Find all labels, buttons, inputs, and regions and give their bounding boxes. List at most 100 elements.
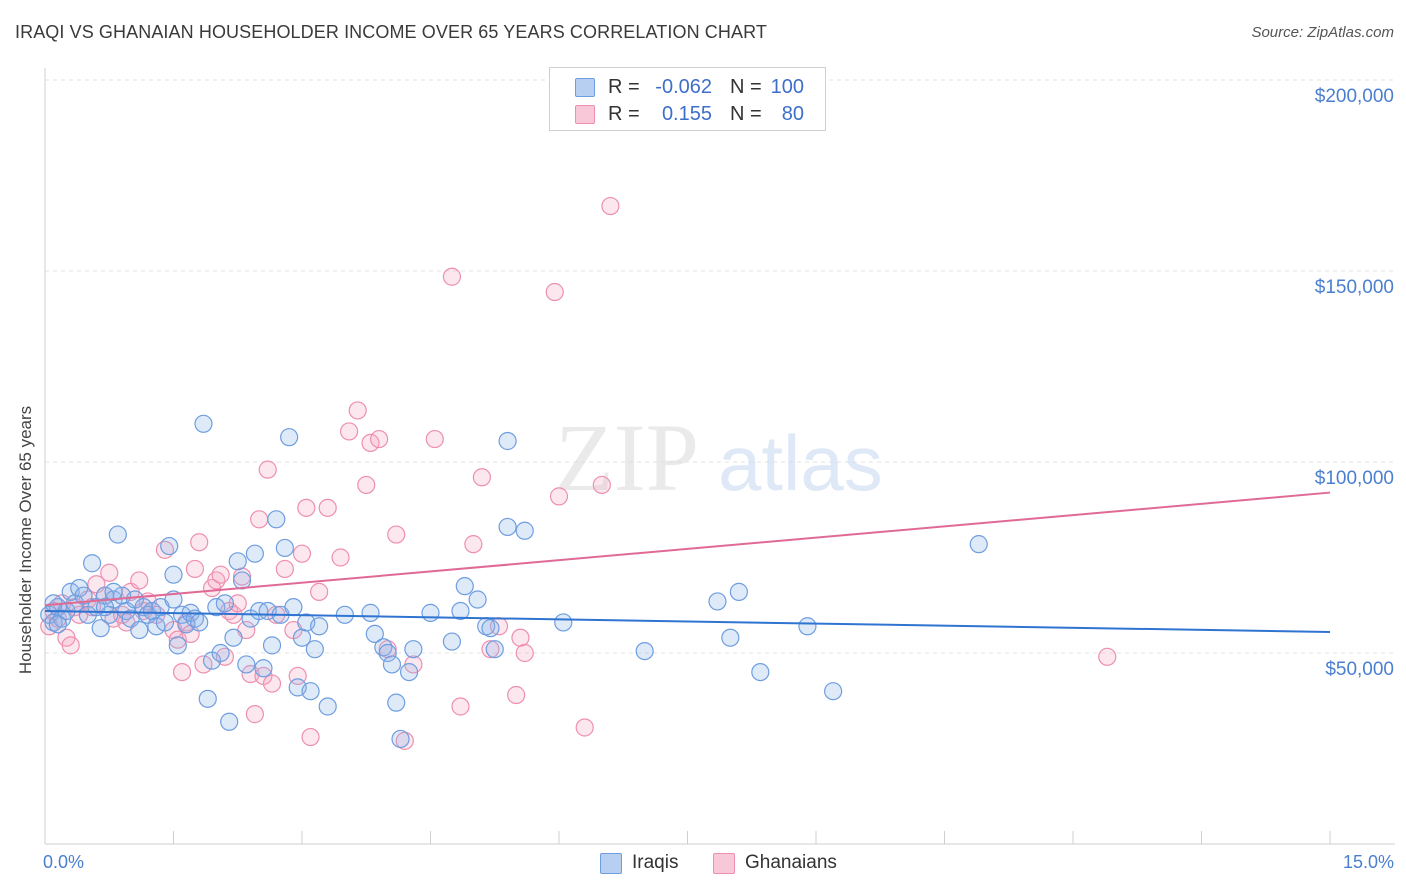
iraqis-point [147,617,166,636]
iraqis-point [207,598,226,617]
ghanaians-trend-line [44,491,1331,607]
iraqis-point [130,620,149,640]
iraqis-point [237,655,256,674]
iraqis-point [824,682,843,701]
ghanaians-point [425,429,444,449]
ghanaians-point [340,422,359,441]
axes [44,68,1395,845]
iraqis-point [301,682,320,701]
y-axis-label: Householder Income Over 65 years [16,405,35,675]
iraqis-point [198,689,217,708]
iraqis-point [365,624,384,644]
ghanaians-point [292,544,312,563]
ghanaians-point [370,429,389,449]
ghanaians-point [100,563,119,582]
ghanaians-point [245,705,264,724]
iraqis-point [481,619,500,638]
iraqis-point [211,643,230,663]
chart-title: IRAQI VS GHANAIAN HOUSEHOLDER INCOME OVE… [15,22,767,42]
iraqis-point [729,582,749,601]
iraqis-point [498,431,517,451]
ghanaians-point [507,685,526,705]
iraqis-point [468,590,487,609]
ghanaians-point [262,674,282,693]
iraqis-point [442,632,462,651]
y-axis-label-wrap: Householder Income Over 65 years [0,80,48,840]
iraqis-point [267,510,286,529]
ghanaians-point [301,727,320,747]
ghanaians-point [211,565,230,584]
ghanaians-point [464,535,483,554]
legend-n-value: 100 [770,76,804,98]
bottom-legend-label-iraqis: Iraqis [632,852,679,873]
grid-lines [45,79,1395,654]
ghanaians-point [318,498,337,517]
iraqis-point [194,414,213,433]
iraqis-point [254,659,273,678]
iraqis-point [190,613,209,632]
iraqis-point [280,428,299,447]
watermark-zip: ZIP [555,404,699,511]
iraqis-trend-line [44,609,1331,633]
ghanaians-point [451,697,470,716]
iraqis-point [455,577,474,596]
ghanaians-point [258,460,277,479]
ghanaians-point [575,718,594,737]
ghanaians-point [275,559,294,579]
iraqis-point [155,613,175,632]
iraqis-point [969,535,988,554]
legend-row-iraqis: R = -0.062 N = 100 [550,74,825,100]
iraqis-point [74,586,93,605]
legend-n-value: 80 [781,103,804,125]
source-label: Source: ZipAtlas.com [1251,24,1394,41]
ghanaians-point [472,468,491,487]
ghanaians-point [250,510,269,529]
iraqis-point [305,640,324,659]
ghanaians-point [361,433,380,452]
iraqis-point [160,536,179,556]
iraqis-point [798,617,817,636]
iraqis-point [83,554,102,573]
correlation-legend: R = -0.062 N = 100 R = 0.155 N = 80 [549,67,826,131]
ghanaians-point [130,571,149,590]
ghanaians-point [61,636,80,655]
trend-lines [44,491,1331,633]
watermark: ZIP atlas [555,404,883,511]
watermark-atlas: atlas [718,419,883,507]
ghanaians-point [481,640,500,659]
iraqis-point [224,628,243,647]
iraqis-point [232,571,252,590]
iraqis-point [48,615,67,634]
iraqis-point [318,697,337,716]
iraqis-point [751,662,770,682]
legend-r-label: R = [608,76,640,98]
iraqis-point [721,628,740,647]
legend-n-label: N = [730,76,762,98]
iraqis-point [284,598,303,617]
iraqis-point [708,592,727,611]
ghanaians-point [331,548,350,567]
iraqis-point [515,521,534,540]
bottom-legend-swatch-ghanaians [713,853,735,874]
y-tick-100000: $100,000 [1314,468,1394,489]
iraqis-point [104,582,123,601]
iraqis-point [391,729,410,749]
iraqis-point [421,603,440,622]
legend-r-label: R = [608,103,640,125]
iraqis-point [310,617,329,636]
ghanaians-point [190,533,209,552]
iraqis-point [635,641,654,661]
iraqis-point [485,640,504,659]
ghanaians-point [549,487,569,506]
ghanaians-point [310,582,329,601]
x-tick-min: 0.0% [43,852,85,872]
y-tick-200000: $200,000 [1314,86,1394,107]
iraqis-point [382,655,402,674]
legend-n-label: N = [730,103,762,125]
ghanaians-point [297,498,316,517]
y-tick-50000: $50,000 [1325,659,1394,680]
iraqis-point [399,662,419,682]
iraqis-point [554,613,573,632]
ghanaians-point [1098,647,1117,666]
